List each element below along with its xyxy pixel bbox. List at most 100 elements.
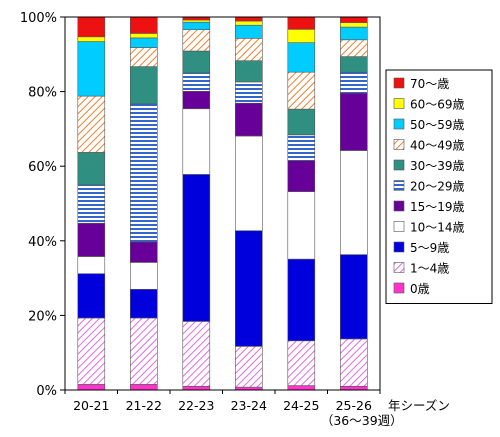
bar-segment-25-26-10～14歳	[339, 150, 368, 255]
bar-segment-22-23-30～39歳	[182, 50, 211, 74]
bar-segment-22-23-5～9歳	[182, 174, 211, 322]
bar-segment-25-26-40～49歳	[339, 39, 368, 57]
legend-label: 5～9歳	[410, 241, 449, 255]
legend-swatch	[393, 282, 405, 294]
x-tick-label: 21-22	[126, 398, 162, 413]
bar-segment-21-22-15～19歳	[130, 241, 158, 263]
x-tick-sublabel: （36～39週）	[321, 413, 403, 428]
bar-segment-22-23-40～49歳	[182, 29, 211, 52]
legend-label: 50～59歳	[410, 118, 465, 132]
bar-segment-21-22-40～49歳	[130, 47, 158, 67]
bar-segment-23-24-40～49歳	[235, 37, 263, 61]
bar-segment-20-21-40～49歳	[77, 95, 106, 153]
legend-label: 10～14歳	[410, 221, 465, 235]
bar-segment-23-24-1～4歳	[235, 346, 263, 388]
bar-segment-20-21-50～59歳	[77, 41, 106, 97]
bar-segment-24-25-30～39歳	[287, 108, 316, 136]
bar-segment-23-24-30～39歳	[235, 60, 263, 83]
bar-segment-23-24-60～69歳	[235, 20, 263, 26]
legend-label: 60～69歳	[410, 98, 465, 112]
bar-segment-21-22-10～14歳	[130, 262, 158, 290]
bar-segment-25-26-5～9歳	[339, 254, 368, 340]
bar-segment-22-23-10～14歳	[182, 108, 211, 175]
bar-segment-22-23-50～59歳	[182, 21, 211, 31]
bar-segment-23-24-15～19歳	[235, 102, 263, 137]
legend-swatch	[393, 139, 405, 150]
bar-segment-23-24-5～9歳	[235, 230, 263, 347]
y-tick-label: 80%	[28, 86, 57, 101]
x-tick-label: 24-25	[283, 398, 319, 413]
y-tick-label: 0%	[36, 384, 57, 399]
legend-label: 70～歳	[410, 77, 449, 91]
plot-area-frame	[64, 16, 381, 391]
legend-label: 20～29歳	[410, 180, 465, 194]
y-tick-label: 60%	[28, 160, 57, 175]
legend-swatch	[393, 98, 405, 109]
bar-segment-25-26-70～歳	[339, 16, 368, 23]
bar-segment-25-26-1～4歳	[339, 338, 368, 387]
bar-segment-20-21-0歳	[77, 384, 106, 391]
bars-layer	[77, 16, 368, 391]
legend-swatch	[393, 221, 405, 232]
legend-swatch	[393, 118, 405, 130]
bar-segment-24-25-40～49歳	[287, 71, 316, 110]
y-tick-label: 40%	[28, 235, 57, 250]
bar-segment-24-25-15～19歳	[287, 160, 316, 192]
bar-segment-24-25-0歳	[287, 385, 316, 391]
bar-segment-24-25-1～4歳	[287, 340, 316, 386]
bar-segment-22-23-20～29歳	[182, 72, 211, 92]
bar-segment-21-22-20～29歳	[130, 103, 158, 243]
bar-segment-21-22-50～59歳	[130, 37, 158, 48]
bar-segment-20-21-5～9歳	[77, 273, 106, 319]
legend-swatch	[393, 262, 405, 273]
bar-segment-25-26-15～19歳	[339, 92, 368, 151]
legend-swatch	[393, 200, 405, 212]
bar-segment-20-21-20～29歳	[77, 184, 106, 224]
bar-segment-24-25-10～14歳	[287, 191, 316, 260]
bar-segment-21-22-1～4歳	[130, 317, 158, 385]
x-tick-label: 23-24	[231, 398, 267, 413]
bar-segment-25-26-30～39歳	[339, 56, 368, 73]
bar-segment-21-22-70～歳	[130, 16, 158, 34]
bar-segment-21-22-60～69歳	[130, 33, 158, 39]
legend-label: 1～4歳	[410, 262, 449, 276]
legend-swatch	[393, 180, 405, 191]
bar-segment-21-22-5～9歳	[130, 288, 158, 319]
legend: 70～歳 60～69歳 50～59歳 40～49歳 30～39歳 20～29歳 15～19歳…	[385, 69, 493, 304]
bar-segment-24-25-5～9歳	[287, 258, 316, 342]
bar-segment-24-25-70～歳	[287, 16, 316, 30]
bar-segment-20-21-60～69歳	[77, 36, 106, 42]
bar-segment-25-26-60～69歳	[339, 22, 368, 28]
y-tick-label: 100%	[20, 11, 57, 26]
legend-label: 15～19歳	[410, 200, 465, 214]
bar-segment-21-22-0歳	[130, 384, 158, 391]
bar-segment-20-21-10～14歳	[77, 256, 106, 275]
bar-segment-20-21-70～歳	[77, 16, 106, 38]
bar-segment-25-26-20～29歳	[339, 71, 368, 94]
bar-segment-23-24-10～14歳	[235, 135, 263, 231]
bar-segment-23-24-20～29歳	[235, 81, 263, 104]
legend-label: 40～49歳	[410, 139, 465, 153]
bar-segment-23-24-70～歳	[235, 16, 263, 22]
bar-segment-25-26-0歳	[339, 385, 368, 391]
legend-label: 0歳	[410, 282, 430, 296]
legend-swatch	[393, 77, 405, 89]
bar-segment-24-25-60～69歳	[287, 28, 316, 43]
bar-segment-25-26-50～59歳	[339, 26, 368, 41]
legend-label: 30～39歳	[410, 159, 465, 173]
bar-segment-24-25-50～59歳	[287, 42, 316, 73]
bar-segment-22-23-0歳	[182, 385, 211, 391]
legend-swatch	[393, 159, 405, 171]
x-tick-label: 22-23	[178, 398, 214, 413]
x-tick-label: 25-26	[336, 398, 372, 413]
x-axis-title: 年シーズン	[388, 398, 450, 413]
bar-segment-22-23-15～19歳	[182, 90, 211, 109]
axes-layer: 0% 20% 40% 60% 80% 100% 20-21 21-22 22-23 23-24 24…	[20, 11, 450, 428]
bar-segment-21-22-30～39歳	[130, 66, 158, 105]
legend-swatch	[393, 241, 405, 253]
x-tick-label: 20-21	[73, 398, 109, 413]
bar-segment-20-21-30～39歳	[77, 152, 106, 186]
bar-segment-20-21-1～4歳	[77, 317, 106, 385]
bar-segment-22-23-1～4歳	[182, 321, 211, 387]
